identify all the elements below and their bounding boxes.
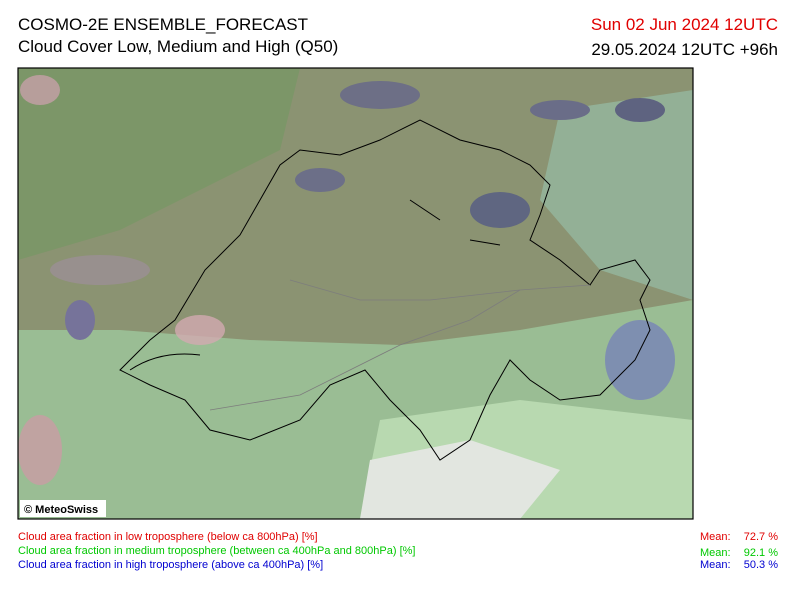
legend-label: Cloud area fraction in medium tropospher… (18, 545, 416, 557)
borders (119, 119, 651, 461)
run-time: 29.05.2024 12UTC +96h (591, 40, 778, 59)
mean-value: 50.3 % (743, 559, 778, 571)
mean-label: Mean: (700, 547, 731, 559)
legend-label: Cloud area fraction in low troposphere (… (18, 531, 318, 543)
credit-box (20, 500, 106, 517)
mean-value: 72.7 % (743, 531, 778, 543)
regions (209, 279, 591, 411)
legend-label: Cloud area fraction in high troposphere … (18, 559, 324, 571)
credit: © MeteoSwiss (24, 504, 98, 516)
cloud-field (18, 68, 693, 519)
mean-label: Mean: (700, 559, 731, 571)
valid-time: Sun 02 Jun 2024 12UTC (590, 15, 778, 34)
mean-value: 92.1 % (743, 547, 778, 559)
subtitle: Cloud Cover Low, Medium and High (Q50) (18, 37, 339, 56)
mean-label: Mean: (700, 531, 731, 543)
title: COSMO-2E ENSEMBLE_FORECAST (18, 15, 309, 34)
map-frame (17, 67, 694, 520)
